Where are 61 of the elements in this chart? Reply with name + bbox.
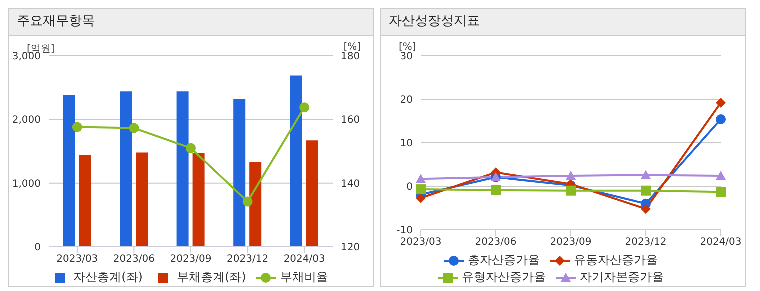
bar [290,76,302,247]
point [416,193,426,204]
legend-label: 부채총계(좌) [176,269,246,286]
bar [306,140,318,247]
point [300,102,310,113]
point [416,174,426,184]
legend-label: 총자산증가율 [467,252,540,269]
y-tick-label: 2,000 [12,115,41,126]
point [641,186,651,196]
y2-tick-label: 140 [341,178,360,190]
x-tick-label: 2023/03 [400,237,442,248]
legend-label: 자산총계(좌) [72,269,143,286]
x-tick-label: 2023/03 [56,254,98,266]
point [641,204,651,214]
bar [250,162,262,247]
legend-label: 부채비율 [279,269,328,286]
x-tick-label: 2023/09 [550,237,592,248]
point [566,186,576,196]
x-tick-label: 2024/03 [284,254,326,266]
bar [234,99,246,247]
point [72,122,82,132]
bar [192,153,205,247]
x-tick-label: 2023/06 [113,254,155,266]
y-tick-label: 30 [400,52,413,63]
y2-tick-label: 120 [341,242,360,254]
point [491,185,501,196]
point [641,170,651,180]
y2-tick-label: 160 [341,115,360,126]
x-tick-label: 2023/12 [227,254,269,266]
point [566,171,576,180]
x-tick-label: 2023/06 [475,237,517,248]
bar [79,155,92,247]
point [716,114,726,125]
x-tick-label: 2024/03 [700,237,742,248]
bar [136,152,148,247]
x-tick-label: 2023/12 [625,237,667,248]
y2-tick-label: 180 [341,52,360,63]
y-tick-label: 0 [34,242,41,254]
y-tick-label: 10 [400,138,413,150]
point [186,143,196,154]
point [716,98,726,108]
y-tick-label: 0 [406,182,413,194]
legend-label: 자기자본증가율 [579,269,664,286]
bar [63,95,76,247]
chart-title: 자산성장성지표 [381,9,745,36]
legend-label: 유동자산증가율 [573,252,658,269]
point [716,171,726,180]
x-tick-label: 2023/09 [170,254,212,266]
y-tick-label: -10 [396,226,413,237]
point [129,123,140,134]
bar [176,92,189,247]
bar [120,92,132,247]
point [416,184,426,195]
y-tick-label: 20 [400,95,413,106]
point [716,187,726,198]
chart-title: 주요재무항목 [9,9,373,36]
legend-label: 유형자산증가율 [461,269,546,286]
y-axis-title: [%] [399,42,416,53]
y2-axis-title: [%] [344,42,361,53]
y-tick-label: 1,000 [12,178,41,190]
point [242,196,253,207]
